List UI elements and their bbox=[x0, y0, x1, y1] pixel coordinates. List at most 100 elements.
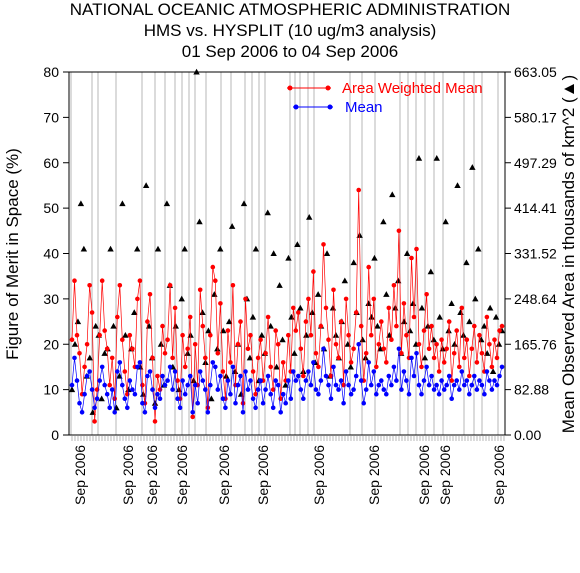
left-tick-label: 10 bbox=[43, 382, 59, 398]
observed-area-point bbox=[427, 268, 435, 275]
observed-area-point bbox=[389, 191, 396, 198]
area-weighted-point bbox=[293, 328, 299, 333]
area-weighted-point bbox=[89, 310, 95, 315]
observed-area-point bbox=[466, 318, 473, 325]
mean-point bbox=[197, 369, 203, 374]
area-weighted-point bbox=[474, 360, 480, 365]
area-weighted-point bbox=[243, 296, 248, 302]
mean-point bbox=[296, 373, 301, 379]
observed-area-point bbox=[451, 341, 458, 347]
mean-point bbox=[414, 351, 419, 356]
area-weighted-point bbox=[238, 319, 243, 324]
observed-area-point bbox=[332, 331, 340, 338]
area-weighted-point bbox=[213, 278, 218, 284]
area-weighted-point bbox=[152, 419, 158, 424]
x-tick-label: Sep 2006 bbox=[311, 445, 327, 505]
observed-area-point bbox=[270, 250, 277, 257]
observed-area-point bbox=[371, 254, 378, 261]
observed-area-point bbox=[142, 182, 150, 188]
mean-point bbox=[353, 373, 359, 379]
left-tick-label: 60 bbox=[43, 155, 59, 171]
mean-point bbox=[218, 373, 223, 379]
area-weighted-point bbox=[122, 369, 128, 374]
observed-area-point bbox=[116, 372, 123, 379]
mean-point bbox=[185, 382, 190, 388]
area-weighted-point bbox=[436, 369, 442, 374]
area-weighted-point bbox=[318, 323, 324, 329]
observed-area-point bbox=[306, 214, 313, 220]
mean-point bbox=[368, 382, 374, 388]
observed-area-point bbox=[403, 250, 411, 257]
area-weighted-point bbox=[92, 419, 97, 424]
area-weighted-point bbox=[321, 242, 326, 247]
mean-line bbox=[71, 344, 503, 413]
mean-point bbox=[127, 378, 133, 383]
mean-point bbox=[487, 378, 492, 383]
mean-point bbox=[97, 378, 102, 383]
mean-point bbox=[492, 378, 497, 383]
observed-area-point bbox=[383, 291, 390, 297]
area-weighted-point bbox=[421, 328, 427, 333]
observed-area-point bbox=[205, 327, 212, 334]
observed-area-point bbox=[454, 182, 461, 188]
area-weighted-point bbox=[328, 373, 334, 379]
legend: Area Weighted Mean Mean bbox=[287, 80, 483, 116]
x-tick-label: Sep 2006 bbox=[216, 445, 232, 505]
mean-point bbox=[233, 400, 238, 406]
observed-area-point bbox=[365, 300, 372, 306]
area-weighted-point bbox=[358, 323, 364, 329]
observed-area-point bbox=[303, 331, 310, 338]
observed-area-point bbox=[489, 368, 497, 375]
observed-area-point bbox=[184, 350, 191, 356]
observed-area-point bbox=[288, 313, 295, 320]
mean-point bbox=[479, 382, 485, 388]
area-weighted-point bbox=[218, 301, 223, 306]
mean-point bbox=[396, 346, 402, 352]
observed-area-point bbox=[68, 386, 76, 393]
area-weighted-point bbox=[424, 292, 429, 297]
area-weighted-point bbox=[99, 278, 105, 284]
x-tick-label: Sep 2006 bbox=[255, 445, 271, 505]
observed-area-point bbox=[134, 245, 141, 252]
area-weighted-point bbox=[381, 346, 387, 352]
area-weighted-point bbox=[87, 283, 92, 288]
mean-point bbox=[74, 378, 80, 383]
observed-area-point bbox=[368, 313, 375, 320]
x-tick-label: Sep 2006 bbox=[416, 445, 432, 505]
mean-point bbox=[278, 410, 284, 415]
area-weighted-point bbox=[348, 360, 354, 365]
mean-point bbox=[326, 382, 331, 388]
observed-area-point bbox=[350, 259, 357, 266]
mean-point bbox=[147, 369, 153, 374]
mean-point bbox=[177, 405, 183, 411]
mean-point bbox=[301, 396, 306, 402]
area-weighted-point bbox=[228, 360, 233, 365]
mean-point bbox=[115, 369, 120, 374]
observed-area-point bbox=[107, 245, 114, 252]
observed-area-point bbox=[448, 300, 455, 306]
area-weighted-point bbox=[464, 337, 470, 343]
area-weighted-point bbox=[303, 319, 309, 324]
mean-point bbox=[303, 378, 309, 383]
mean-point bbox=[170, 387, 175, 392]
observed-area-point bbox=[442, 218, 449, 225]
observed-area-point bbox=[374, 322, 381, 329]
observed-area-point bbox=[264, 209, 271, 216]
area-weighted-point bbox=[363, 351, 369, 356]
area-weighted-point bbox=[416, 342, 422, 347]
area-weighted-point bbox=[351, 346, 356, 352]
observed-area-point bbox=[436, 313, 443, 320]
mean-point bbox=[145, 373, 150, 379]
mean-point bbox=[102, 382, 107, 388]
observed-area-point bbox=[347, 363, 354, 370]
area-weighted-point bbox=[386, 305, 392, 311]
area-weighted-point bbox=[457, 364, 462, 370]
mean-point bbox=[409, 355, 414, 361]
mean-point bbox=[446, 373, 452, 379]
observed-area-point bbox=[285, 254, 292, 261]
mean-point bbox=[250, 396, 256, 402]
mean-point bbox=[155, 391, 160, 397]
area-weighted-point bbox=[253, 391, 258, 397]
area-weighted-point bbox=[268, 364, 274, 370]
mean-point bbox=[122, 396, 128, 402]
